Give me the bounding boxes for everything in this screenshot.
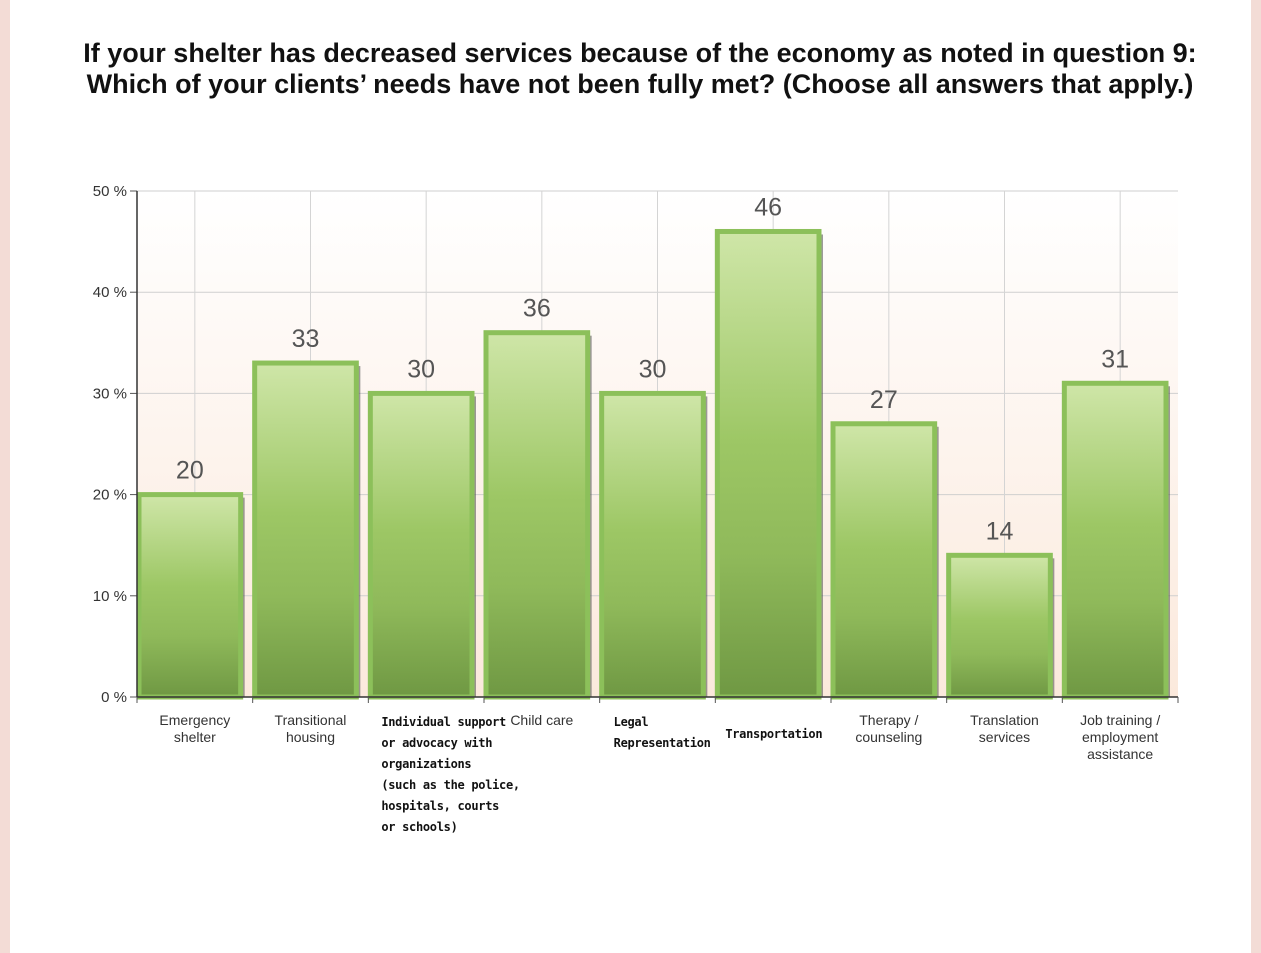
bar — [714, 228, 822, 700]
y-tick-label: 10 % — [93, 588, 127, 605]
y-tick-label: 40 % — [93, 284, 127, 301]
data-label: 31 — [1101, 345, 1129, 373]
bar-chart: 0 % 10 % 20 % 30 % 40 % 50 % 20 33 30 36 30 46 27 14 3… — [93, 183, 1179, 706]
x-tick-label: Therapy / counseling — [855, 712, 923, 745]
y-tick-label: 30 % — [93, 385, 127, 402]
data-label: 14 — [986, 517, 1014, 545]
bar — [830, 421, 938, 700]
data-label: 27 — [870, 386, 898, 414]
bar — [946, 552, 1053, 700]
data-label: 46 — [754, 193, 782, 221]
data-label: 30 — [407, 355, 435, 383]
bar — [367, 390, 475, 700]
x-tick-label: Transitional housing — [274, 712, 347, 745]
bar — [483, 330, 591, 700]
y-tick-label: 50 % — [93, 183, 127, 200]
y-tick-label: 0 % — [101, 689, 127, 706]
x-tick-label: Legal Representation — [613, 715, 711, 750]
y-tick-label: 20 % — [93, 487, 127, 504]
data-label: 36 — [523, 295, 551, 323]
chart-title: If your shelter has decreased services b… — [83, 38, 1197, 99]
bar — [599, 390, 706, 700]
bar — [252, 360, 359, 700]
chart-frame: If your shelter has decreased services b… — [10, 0, 1251, 953]
bar — [1061, 380, 1169, 700]
data-label: 30 — [639, 355, 667, 383]
x-tick-label: Job training / employment assistance — [1080, 712, 1161, 762]
x-tick-label: Individual support or advocacy with orga… — [381, 715, 520, 834]
bar — [136, 492, 244, 700]
x-tick-label: Transportation — [725, 727, 823, 741]
data-label: 20 — [176, 457, 204, 485]
x-tick-label: Child care — [510, 712, 574, 728]
data-label: 33 — [292, 325, 320, 353]
x-tick-label: Translation services — [970, 712, 1039, 745]
x-tick-label: Emergency shelter — [159, 712, 231, 745]
